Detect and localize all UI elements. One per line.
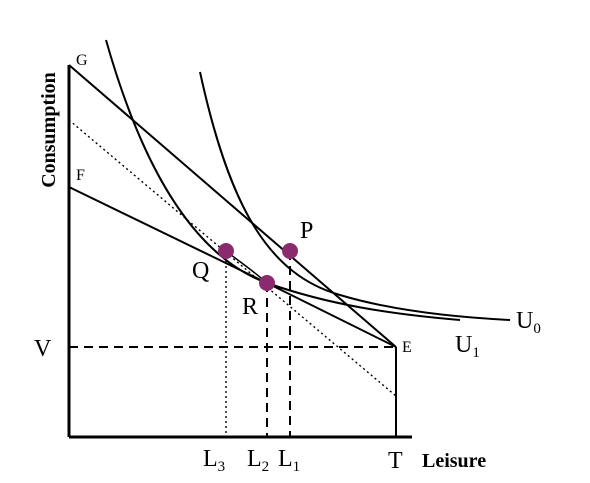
tick-label-l1: L1 — [278, 446, 300, 475]
x-axis-title: Leisure — [422, 450, 486, 472]
point-p-marker — [282, 243, 298, 259]
label-e: E — [402, 339, 412, 356]
label-g: G — [76, 52, 88, 69]
label-v: V — [34, 336, 52, 362]
label-r: R — [242, 294, 258, 320]
indifference-curve-u1 — [105, 39, 461, 321]
label-p: P — [300, 218, 313, 244]
tick-label-l2: L2 — [247, 446, 269, 475]
indifference-curve-u0 — [199, 71, 511, 321]
point-r-marker — [259, 275, 275, 291]
point-q-marker — [218, 243, 234, 259]
budget-line-f — [68, 186, 397, 348]
budget-line-g — [68, 64, 397, 348]
label-u1: U1 — [455, 332, 480, 361]
y-axis-title: Consumption — [38, 72, 60, 188]
dotted-budget-line — [68, 119, 397, 397]
tick-label-l3: L3 — [203, 446, 225, 475]
label-q: Q — [192, 258, 209, 284]
label-u0: U0 — [516, 308, 541, 337]
label-f: F — [76, 167, 85, 184]
tick-label-t: T — [388, 448, 403, 474]
